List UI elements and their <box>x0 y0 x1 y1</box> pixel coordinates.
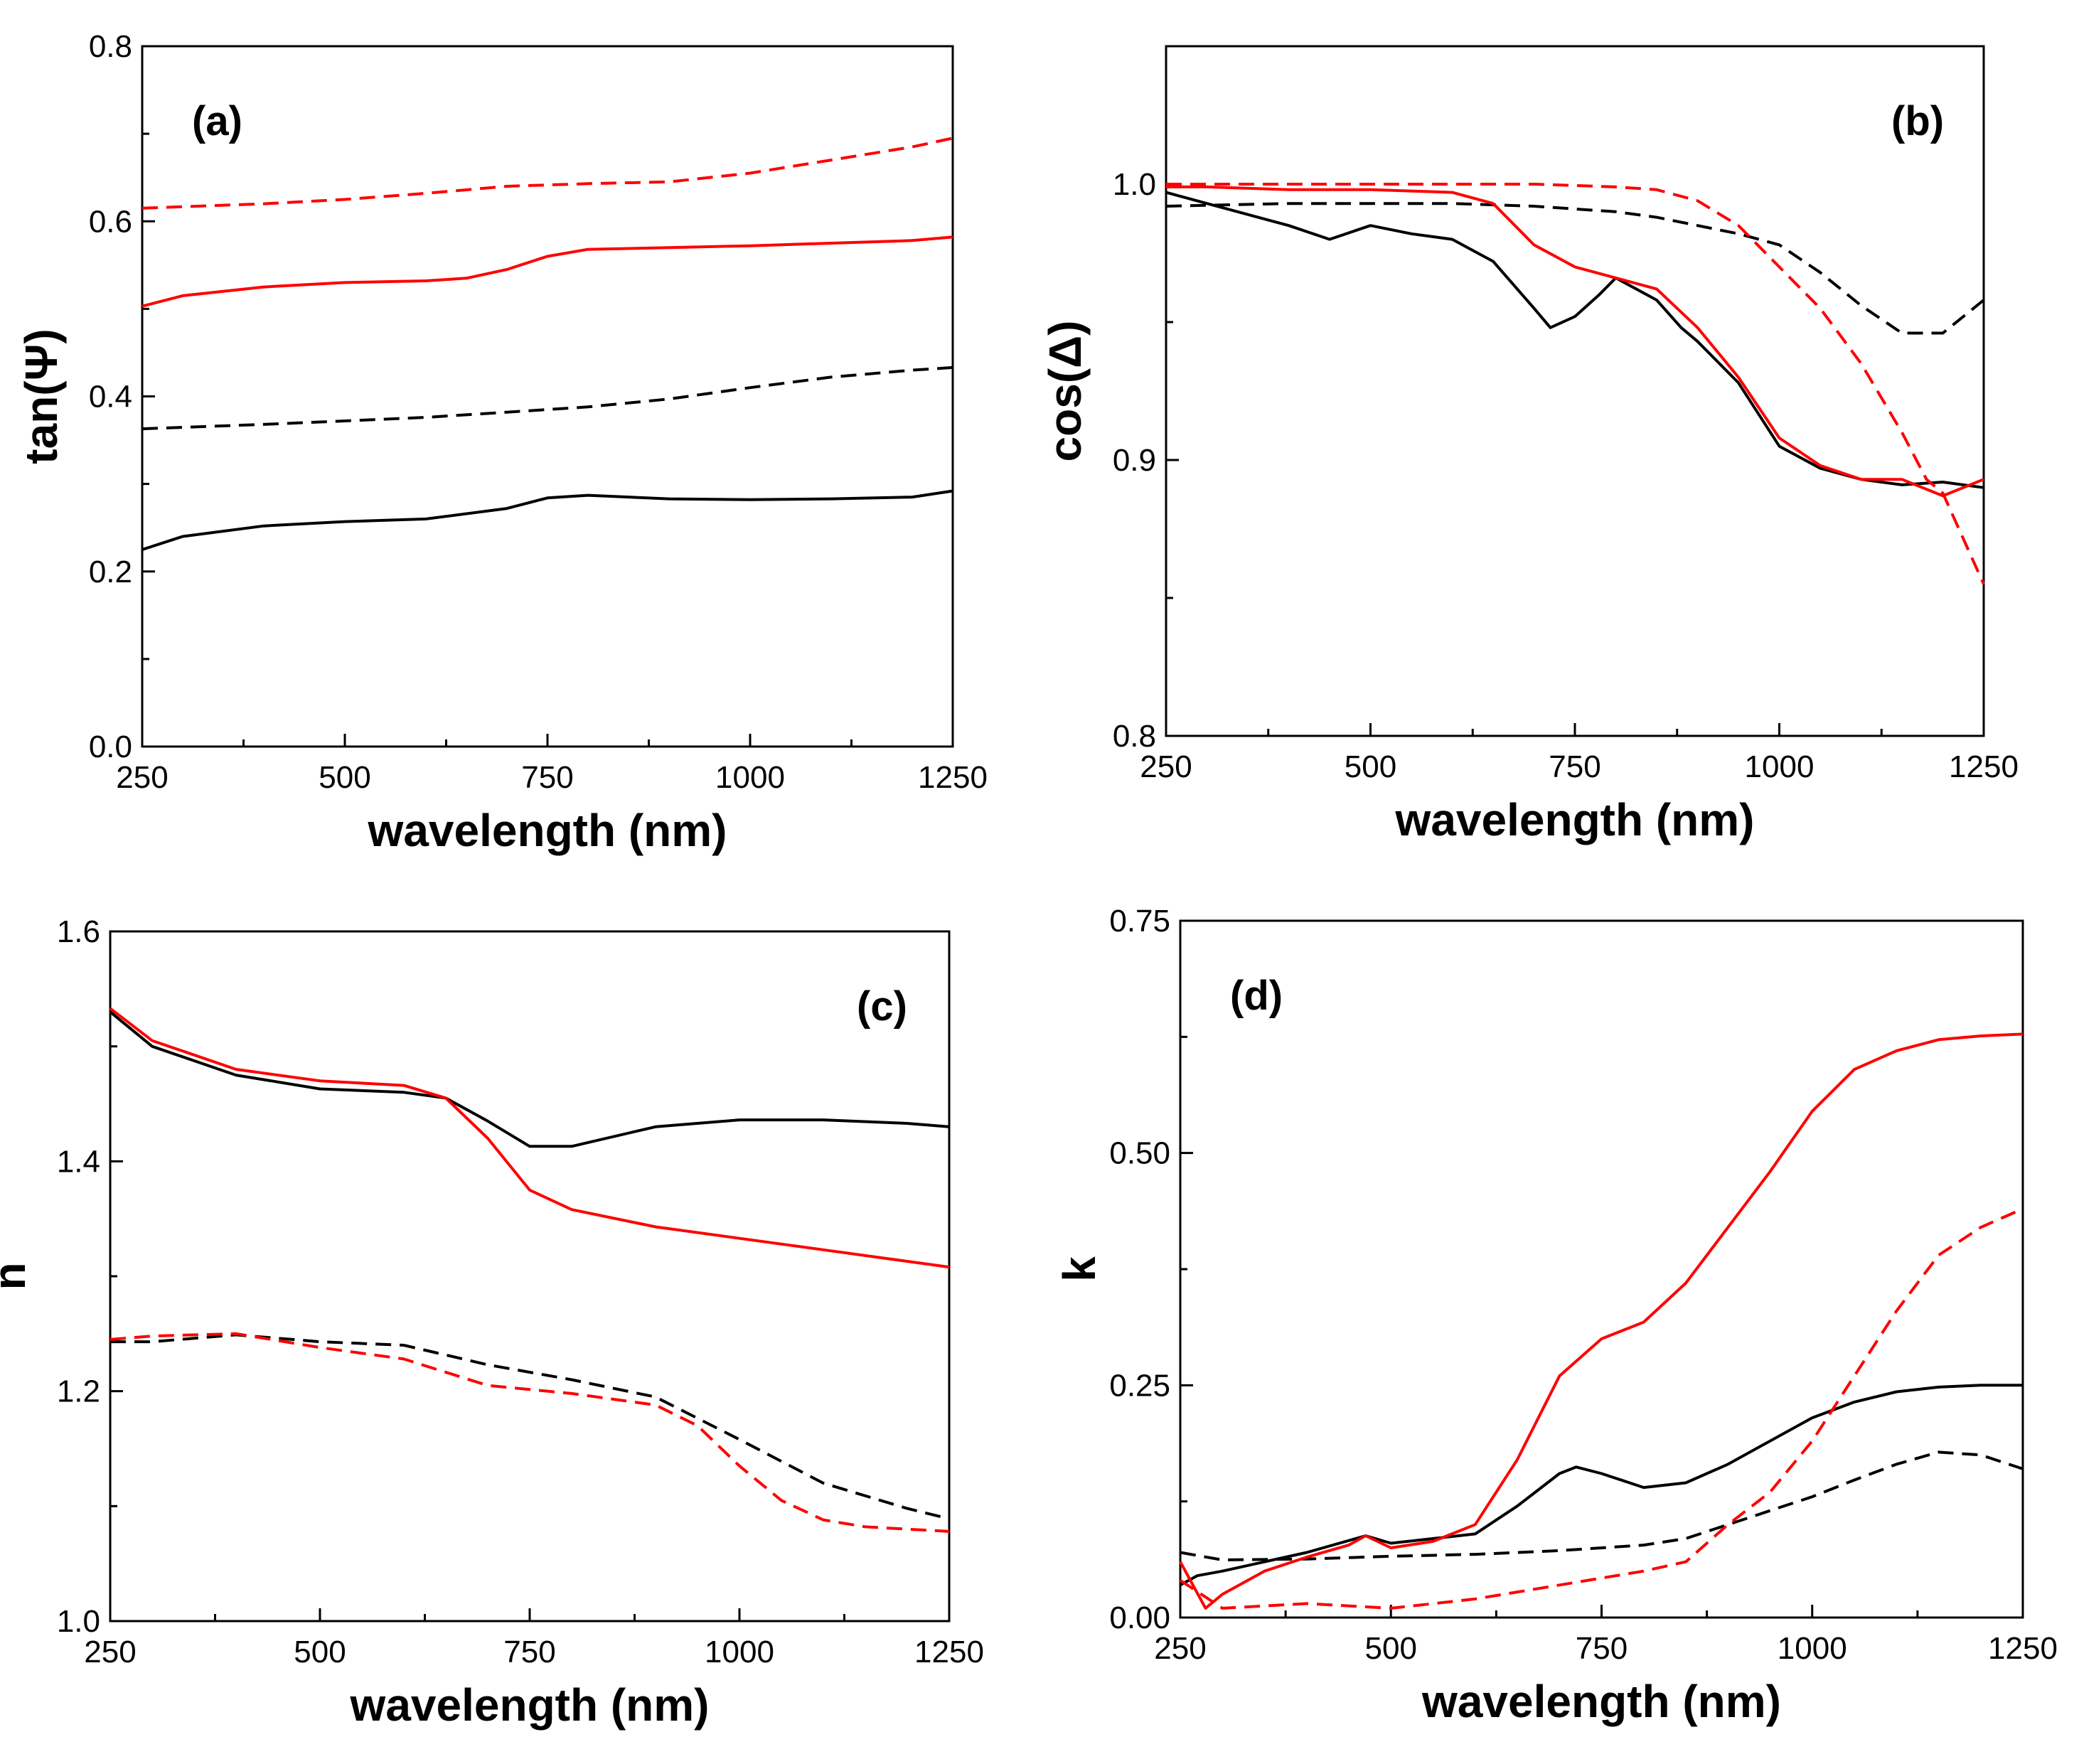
x-tick-label: 1250 <box>918 760 988 795</box>
y-tick-label: 0.6 <box>89 204 132 239</box>
series-line-red-dashed <box>141 137 953 210</box>
x-tick-label: 750 <box>503 1635 555 1669</box>
y-tick-label: 0.2 <box>89 555 132 589</box>
series-line-black-solid <box>1165 191 1984 489</box>
x-tick-label: 500 <box>1365 1631 1417 1666</box>
y-tick-label: 1.6 <box>57 914 100 949</box>
y-axis-title: cos(Δ) <box>1040 321 1091 462</box>
series-line-red-solid <box>1179 1032 2024 1610</box>
x-axis-title: wavelength (nm) <box>1395 794 1755 845</box>
y-axis-title: n <box>0 1262 35 1290</box>
x-tick-label: 1250 <box>1949 749 2019 784</box>
y-tick-label: 0.8 <box>1113 719 1156 754</box>
y-tick-label: 0.75 <box>1109 904 1170 939</box>
x-tick-label: 250 <box>1140 749 1192 784</box>
x-tick-label: 1000 <box>705 1635 774 1669</box>
panel-label: (d) <box>1230 973 1283 1019</box>
x-tick-label: 750 <box>1576 1631 1628 1666</box>
x-tick-label: 500 <box>1345 749 1396 784</box>
series-line-red-solid <box>1166 185 1984 498</box>
panel-c: 250 500 750 1000 1250 1.0 1.2 1.4 1.6 wavelength … <box>0 914 984 1731</box>
y-axis-title: tan(Ψ) <box>16 328 67 464</box>
y-tick-label: 0.00 <box>1109 1600 1170 1635</box>
x-tick-label: 1250 <box>1988 1631 2058 1666</box>
series-line-red-solid <box>141 235 953 308</box>
series-line-red-dashed <box>1166 183 1985 585</box>
x-axis-title: wavelength (nm) <box>350 1679 710 1731</box>
y-tick-label: 1.0 <box>1113 167 1156 202</box>
panel-label: (c) <box>857 983 907 1030</box>
y-tick-label: 0.8 <box>89 29 132 64</box>
series-line-red-solid <box>109 1007 950 1269</box>
series-line-black-dashed <box>141 365 953 431</box>
x-tick-label: 250 <box>116 760 168 795</box>
y-tick-label: 1.0 <box>57 1604 100 1639</box>
panel-label: (b) <box>1891 98 1944 144</box>
series-line-red-dashed <box>109 1332 950 1533</box>
series-line-black-dashed <box>110 1333 950 1521</box>
y-tick-label: 0.4 <box>89 380 132 415</box>
y-axis-title: k <box>1054 1256 1105 1282</box>
x-tick-label: 1000 <box>1745 749 1815 784</box>
x-tick-label: 250 <box>84 1635 136 1669</box>
x-tick-label: 500 <box>319 760 370 795</box>
series-line-black-solid <box>109 1010 950 1148</box>
y-tick-label: 0.50 <box>1109 1136 1170 1171</box>
y-tick-label: 1.2 <box>57 1374 100 1409</box>
x-tick-label: 750 <box>1549 749 1600 784</box>
series-line-red-dashed <box>1179 1207 2024 1610</box>
panel-a: 250 500 750 1000 1250 0.0 0.2 0.4 0.6 0.8 waveleng… <box>16 29 988 856</box>
y-tick-label: 0.25 <box>1109 1368 1170 1403</box>
series-line-black-dashed <box>1180 1450 2024 1561</box>
y-tick-label: 0.0 <box>89 729 132 764</box>
x-tick-label: 750 <box>521 760 573 795</box>
x-tick-label: 250 <box>1154 1631 1206 1666</box>
x-axis-title: wavelength (nm) <box>1421 1676 1781 1727</box>
panel-label: (a) <box>192 98 242 144</box>
series-line-black-solid <box>1180 1384 2023 1587</box>
y-tick-label: 0.9 <box>1113 443 1156 478</box>
x-tick-label: 1000 <box>1778 1631 1847 1666</box>
series-line-black-solid <box>141 489 953 551</box>
x-tick-label: 1250 <box>914 1635 984 1669</box>
series-line-black-dashed <box>1165 202 1985 335</box>
x-tick-label: 500 <box>294 1635 346 1669</box>
x-axis-title: wavelength (nm) <box>368 805 727 856</box>
panel-d: 250 500 750 1000 1250 0.00 0.25 0.50 0.75 wavelen… <box>1054 904 2058 1727</box>
x-tick-label: 1000 <box>715 760 785 795</box>
panel-b: 250 500 750 1000 1250 0.8 0.9 1.0 wavelength (nm… <box>1040 45 2019 845</box>
y-tick-label: 1.4 <box>57 1144 100 1179</box>
